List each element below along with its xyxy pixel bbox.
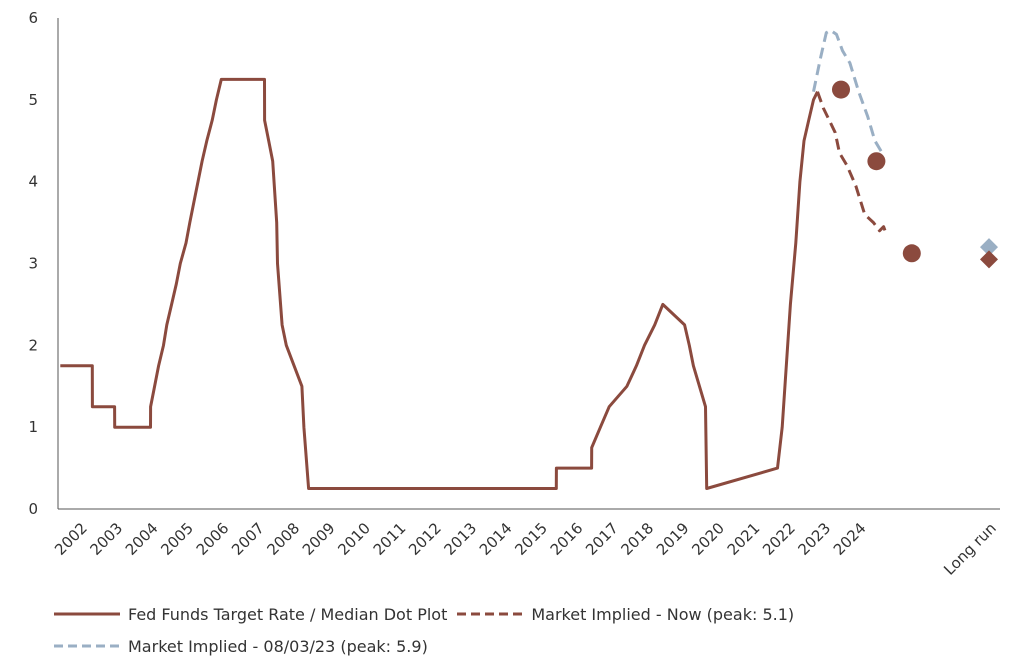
x-tick-label: 2017 [582,519,622,559]
legend-swatch-dashed-blue [52,639,122,653]
x-tick-label: 2023 [794,519,834,559]
legend-item-market-0803: Market Implied - 08/03/23 (peak: 5.9) [52,637,428,656]
x-tick-label: 2013 [440,519,480,559]
legend-swatch-dashed-brown [455,607,525,621]
y-tick-label: 4 [28,173,38,191]
x-tick-label: 2010 [334,519,374,559]
y-tick-label: 5 [28,91,38,109]
legend: Fed Funds Target Rate / Median Dot Plot … [52,598,1012,662]
x-tick-label: 2011 [370,519,410,559]
legend-row: Market Implied - 08/03/23 (peak: 5.9) [52,630,1012,662]
y-tick-label: 0 [28,500,38,518]
dot-plot-marker [832,80,851,99]
long-run-marker [980,250,998,269]
x-tick-label: 2003 [86,519,126,559]
y-tick-label: 6 [28,9,38,27]
legend-label: Fed Funds Target Rate / Median Dot Plot [128,604,448,624]
x-tick-label: 2006 [193,519,233,559]
y-tick-label: 2 [28,336,38,354]
x-tick-label: 2007 [228,519,268,559]
legend-item-fed-funds: Fed Funds Target Rate / Median Dot Plot [52,605,447,624]
y-tick-label: 3 [28,255,38,273]
x-tick-labels: 2002200320042005200620072008200920102011… [51,519,1000,579]
x-tick-label: 2004 [122,519,162,559]
x-tick-label: 2019 [653,519,693,559]
x-tick-label: 2015 [511,519,551,559]
series-line-0 [60,77,819,490]
x-tick-label: 2020 [688,519,728,559]
legend-label: Market Implied - 08/03/23 (peak: 5.9) [128,636,428,656]
x-tick-label: 2021 [724,519,764,559]
series-line-1 [816,91,889,236]
markers-layer [832,80,998,269]
x-tick-label: 2012 [405,519,445,559]
x-tick-label: 2014 [476,519,516,559]
legend-item-market-now: Market Implied - Now (peak: 5.1) [455,605,794,624]
y-tick-labels: 0 1 2 3 4 5 6 [28,9,38,518]
x-tick-label: 2009 [299,519,339,559]
y-tick-label: 1 [28,418,38,436]
x-tick-label: 2018 [617,519,657,559]
long-run-marker [980,238,998,257]
series-line-2 [812,28,884,154]
dot-plot-marker [867,152,886,171]
legend-swatch-solid [52,607,122,621]
series-layer [60,28,889,490]
x-tick-label: 2002 [51,519,91,559]
chart: 0 1 2 3 4 5 6 20022003200420052006200720082009… [28,9,1000,579]
x-tick-label: 2005 [157,519,197,559]
axes [57,18,1000,510]
legend-row: Fed Funds Target Rate / Median Dot Plot … [52,598,1012,630]
x-tick-label: 2022 [759,519,799,559]
legend-label: Market Implied - Now (peak: 5.1) [531,604,795,624]
dot-plot-marker [902,244,921,263]
x-tick-label: Long run [940,519,1000,579]
x-tick-label: 2024 [830,519,870,559]
x-tick-label: 2008 [263,519,303,559]
x-tick-label: 2016 [547,519,587,559]
